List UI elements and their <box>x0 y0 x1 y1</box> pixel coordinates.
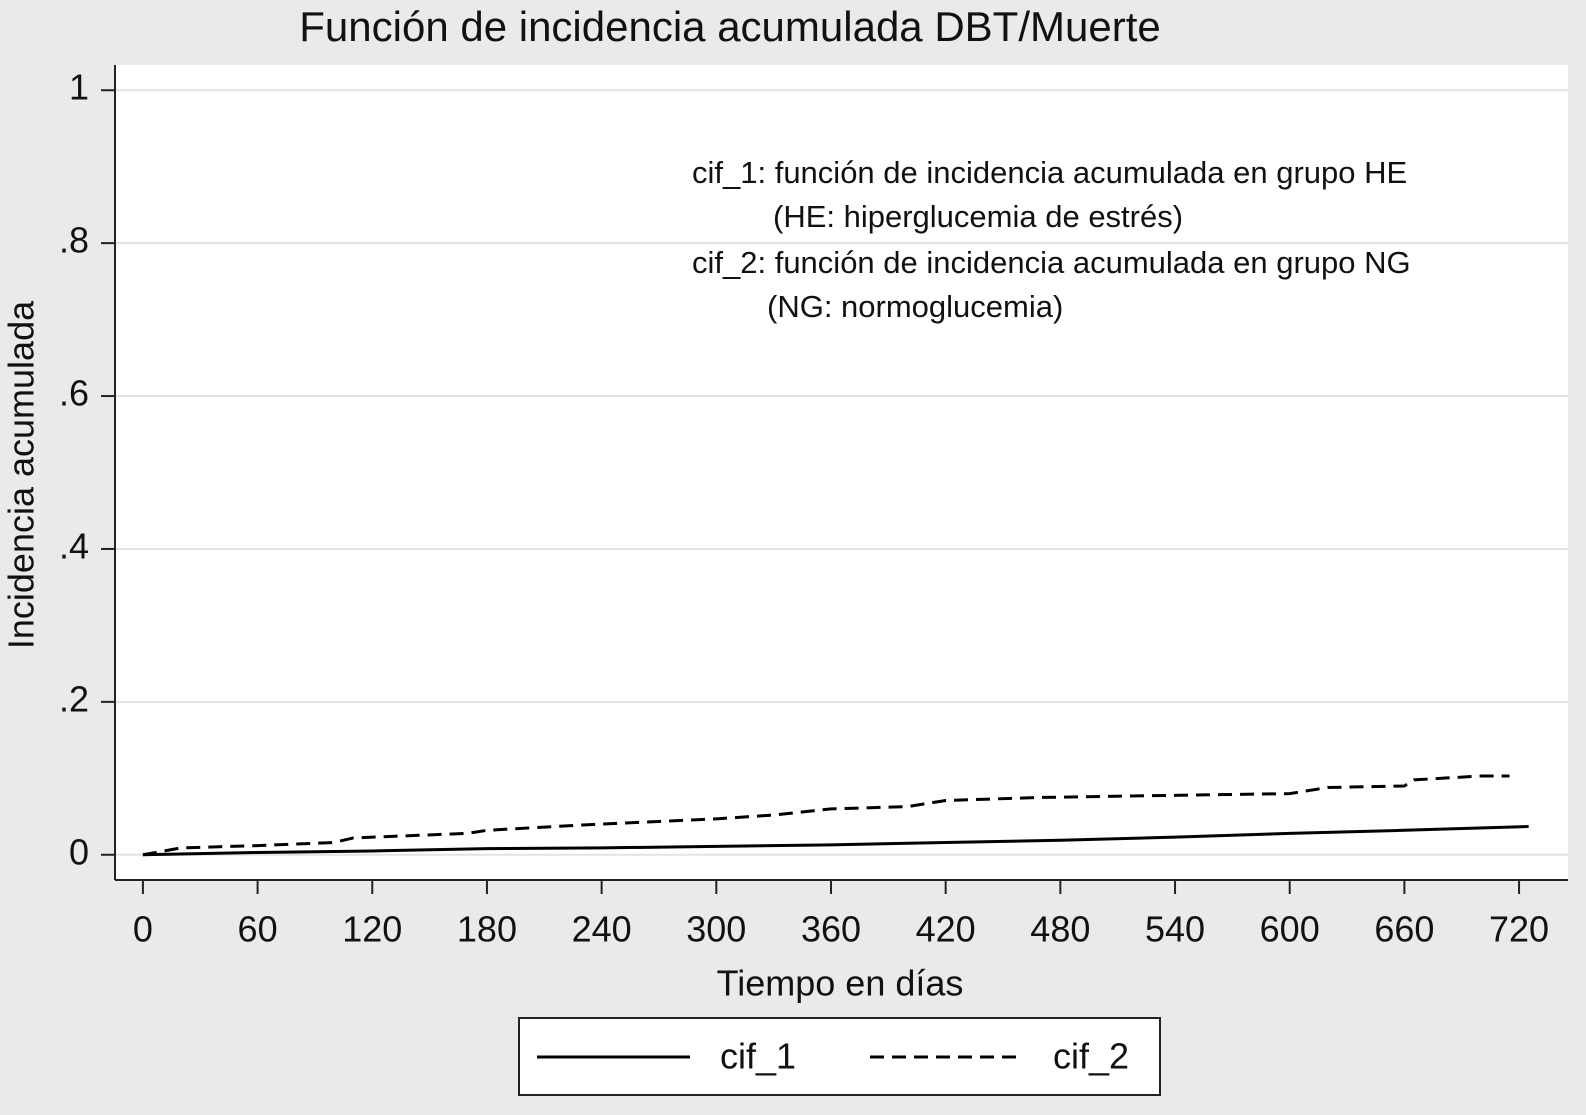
x-tick-label: 660 <box>1374 909 1434 950</box>
x-tick-label: 240 <box>572 909 632 950</box>
annotation: cif_2: función de incidencia acumulada e… <box>692 245 1411 280</box>
x-tick-label: 60 <box>238 909 278 950</box>
annotation: (NG: normoglucemia) <box>767 289 1063 324</box>
y-tick-label: 1 <box>69 67 89 108</box>
y-tick-label: .6 <box>59 373 89 414</box>
x-tick-label: 120 <box>342 909 402 950</box>
x-axis-label: Tiempo en días <box>717 963 964 1004</box>
x-tick-label: 360 <box>801 909 861 950</box>
legend-label: cif_1 <box>720 1036 796 1077</box>
y-tick-label: .2 <box>59 678 89 719</box>
annotation: cif_1: función de incidencia acumulada e… <box>692 155 1407 190</box>
x-tick-label: 720 <box>1489 909 1549 950</box>
x-tick-label: 300 <box>686 909 746 950</box>
y-tick-label: 0 <box>69 831 89 872</box>
annotation: (HE: hiperglucemia de estrés) <box>773 199 1183 234</box>
x-tick-label: 600 <box>1260 909 1320 950</box>
plot-area <box>115 65 1568 880</box>
x-tick-label: 540 <box>1145 909 1205 950</box>
chart-title: Función de incidencia acumulada DBT/Muer… <box>299 3 1160 50</box>
x-tick-label: 0 <box>133 909 153 950</box>
x-tick-label: 420 <box>916 909 976 950</box>
legend-label: cif_2 <box>1053 1036 1129 1077</box>
x-tick-label: 480 <box>1030 909 1090 950</box>
y-tick-label: .4 <box>59 525 89 566</box>
x-tick-label: 180 <box>457 909 517 950</box>
y-tick-label: .8 <box>59 220 89 261</box>
y-axis-label: Incidencia acumulada <box>1 300 42 649</box>
line <box>142 774 1510 857</box>
line <box>142 824 1529 857</box>
